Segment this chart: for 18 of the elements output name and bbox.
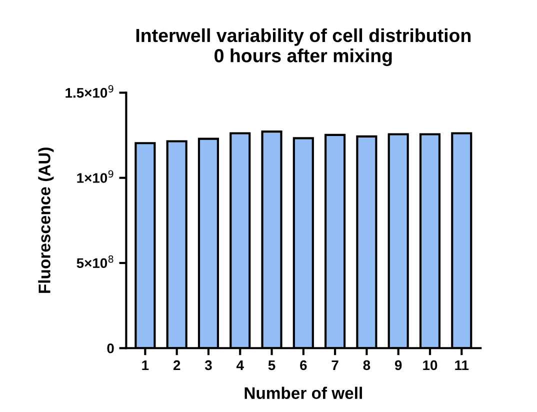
x-tick-label: 8 <box>363 360 370 370</box>
x-tick-label: 5 <box>268 360 276 370</box>
x-tick-label: 2 <box>173 360 180 370</box>
x-tick-label: 9 <box>394 360 402 370</box>
y-tick-label: 1×10$^{9}$ <box>77 170 114 183</box>
y-axis-title: Fluorescence (AU) <box>38 148 54 293</box>
x-tick-label: 3 <box>204 360 212 370</box>
y-tick-label: 5×10$^{8}$ <box>76 255 114 268</box>
x-axis-title: Number of well <box>244 386 362 400</box>
chart-title: Interwell variability of cell distribution 0 hours after mixing <box>136 28 471 66</box>
y-tick-label: 1.5×10$^{9}$ <box>66 85 114 98</box>
x-tick-label: 1 <box>142 360 149 370</box>
x-tick-label: 11 <box>455 360 469 370</box>
x-tick-label: 4 <box>236 360 244 370</box>
x-tick-label: 10 <box>423 360 438 370</box>
x-tick-label: 6 <box>300 360 307 370</box>
x-tick-label: 7 <box>332 360 338 370</box>
y-tick-label: 0 <box>107 343 114 354</box>
